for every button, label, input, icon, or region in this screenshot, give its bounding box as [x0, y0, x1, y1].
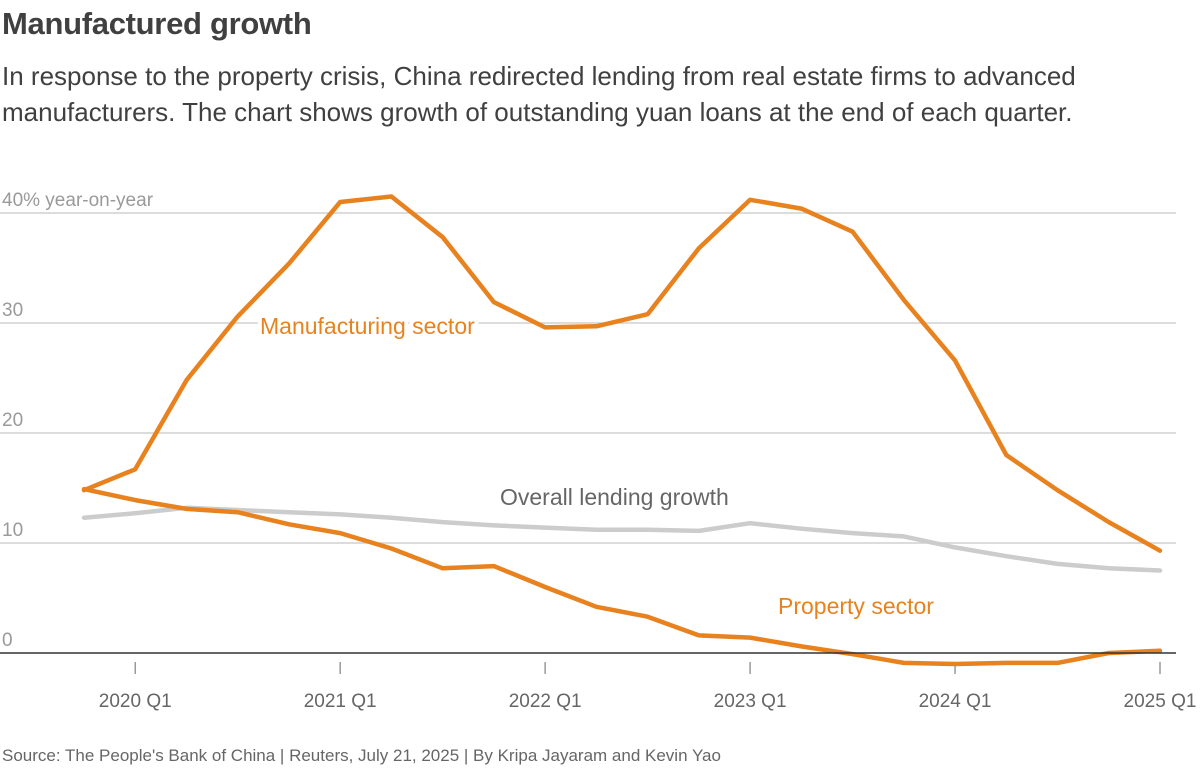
x-tick-label-2020-Q1: 2020 Q1 — [99, 691, 172, 712]
y-tick-label-30: 30 — [2, 300, 23, 321]
x-tick-label-2022-Q1: 2022 Q1 — [509, 691, 582, 712]
series-label-property: Property sector — [778, 593, 934, 619]
y-axis-labels: 0 10 20 30 40% year-on-year — [2, 190, 154, 651]
x-tick-label-2025-Q1: 2025 Q1 — [1124, 691, 1197, 712]
series-line-overall — [81, 505, 1163, 573]
series-lines — [0, 194, 1176, 667]
series-label-manufacturing: Manufacturing sector — [260, 313, 475, 339]
y-tick-label-0: 0 — [2, 630, 13, 651]
y-tick-label-40: 40% year-on-year — [2, 190, 154, 211]
series-labels: Overall lending growth Manufacturing sect… — [256, 309, 934, 619]
gridlines — [0, 212, 1176, 544]
x-tick-label-2024-Q1: 2024 Q1 — [919, 691, 992, 712]
x-tick-label-2023-Q1: 2023 Q1 — [714, 691, 787, 712]
chart-subtitle: In response to the property crisis, Chin… — [2, 61, 1076, 127]
chart-title: Manufactured growth — [2, 6, 312, 41]
x-axis: 2020 Q1 2021 Q1 2022 Q1 2023 Q1 2024 Q1 2025 … — [99, 662, 1197, 712]
source-note: Source: The People's Bank of China | Reu… — [2, 746, 721, 765]
y-tick-label-20: 20 — [2, 410, 23, 431]
series-line-manufacturing — [81, 194, 1163, 553]
series-line-property — [81, 486, 1163, 667]
y-tick-label-10: 10 — [2, 520, 23, 541]
series-label-overall: Overall lending growth — [500, 484, 729, 510]
series-label-halo-manufacturing: Manufacturing sector — [260, 313, 475, 339]
x-tick-label-2021-Q1: 2021 Q1 — [304, 691, 377, 712]
